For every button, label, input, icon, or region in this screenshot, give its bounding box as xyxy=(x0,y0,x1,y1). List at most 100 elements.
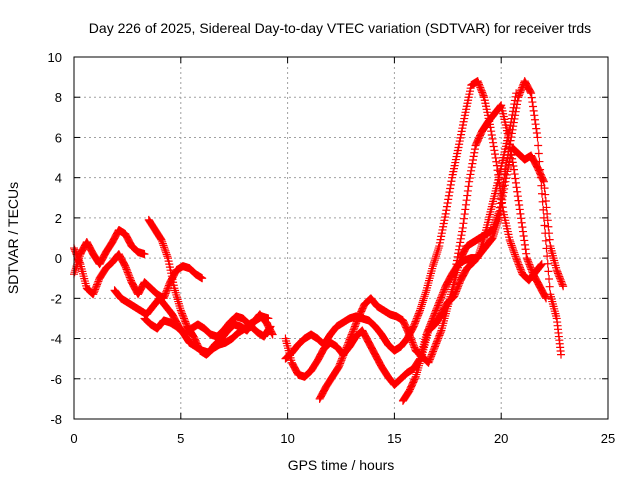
data-point xyxy=(542,203,551,212)
data-point xyxy=(489,142,498,151)
data-point xyxy=(511,252,520,261)
data-point xyxy=(520,240,529,249)
data-point xyxy=(71,266,80,275)
data-point xyxy=(492,161,501,170)
data-point xyxy=(159,241,168,250)
data-point xyxy=(512,104,521,113)
data-point xyxy=(531,120,540,129)
x-tick-label: 5 xyxy=(177,431,184,446)
data-point xyxy=(509,122,518,131)
data-point xyxy=(157,236,166,245)
data-point xyxy=(496,203,505,212)
data-point xyxy=(545,275,554,284)
data-point xyxy=(540,221,549,230)
y-tick-label: 2 xyxy=(55,211,62,226)
data-point xyxy=(470,148,479,157)
data-point xyxy=(513,187,522,196)
data-point xyxy=(508,243,517,252)
data-point xyxy=(411,374,420,383)
data-point xyxy=(479,91,488,100)
data-point xyxy=(465,174,474,183)
data-point xyxy=(452,260,461,269)
series-trace-1 xyxy=(70,244,207,303)
data-point xyxy=(489,231,498,240)
data-point xyxy=(534,141,543,150)
data-point xyxy=(434,244,443,253)
y-tick-label: 0 xyxy=(55,251,62,266)
data-point xyxy=(496,206,505,215)
data-point xyxy=(508,245,517,254)
data-point xyxy=(458,227,467,236)
data-point xyxy=(539,176,548,185)
data-point xyxy=(455,242,464,251)
data-point xyxy=(510,165,519,174)
data-point xyxy=(469,152,478,161)
data-point xyxy=(490,227,499,236)
data-point xyxy=(493,166,502,175)
data-point xyxy=(514,196,523,205)
data-point xyxy=(528,98,537,107)
data-point xyxy=(467,166,476,175)
data-point xyxy=(433,248,442,257)
data-point xyxy=(428,262,437,271)
data-point xyxy=(518,227,527,236)
data-point xyxy=(520,236,529,245)
data-point xyxy=(502,174,511,183)
data-point xyxy=(507,151,516,160)
data-point xyxy=(444,191,453,200)
data-point xyxy=(507,239,516,248)
data-point xyxy=(544,267,553,276)
data-point xyxy=(540,184,549,193)
data-point xyxy=(461,200,470,209)
data-point xyxy=(541,190,550,199)
data-point xyxy=(461,205,470,214)
data-point xyxy=(516,209,525,218)
data-point xyxy=(488,234,497,242)
data-point xyxy=(431,254,440,263)
x-axis-label: GPS time / hours xyxy=(288,457,395,473)
data-point xyxy=(541,236,550,245)
data-point xyxy=(500,184,509,193)
data-point xyxy=(492,157,501,166)
x-tick-label: 0 xyxy=(70,431,77,446)
data-point xyxy=(73,258,82,267)
data-point xyxy=(419,294,428,303)
data-point xyxy=(459,219,468,228)
data-point xyxy=(543,209,552,218)
data-point xyxy=(161,246,170,255)
data-point xyxy=(533,133,542,142)
data-point xyxy=(467,163,476,172)
data-point xyxy=(421,288,430,297)
data-point xyxy=(517,214,526,223)
chart-title: Day 226 of 2025, Sidereal Day-to-day VTE… xyxy=(89,20,591,36)
data-point xyxy=(163,252,172,261)
data-point xyxy=(509,118,518,127)
data-point xyxy=(420,292,429,301)
y-tick-label: -6 xyxy=(50,372,62,387)
data-point xyxy=(530,115,539,124)
data-point xyxy=(494,175,503,184)
data-point xyxy=(453,252,462,261)
data-point xyxy=(489,229,498,238)
data-point xyxy=(494,215,503,224)
data-point xyxy=(510,170,519,179)
data-point xyxy=(71,264,80,273)
data-point xyxy=(430,258,439,267)
data-point xyxy=(417,302,426,311)
data-point xyxy=(507,241,516,250)
data-point xyxy=(515,205,524,214)
data-point xyxy=(188,330,197,339)
data-point xyxy=(489,138,498,147)
data-point xyxy=(511,107,520,116)
data-point xyxy=(532,129,541,138)
data-point xyxy=(491,150,500,159)
data-point xyxy=(504,160,513,169)
data-point xyxy=(557,350,566,359)
data-point xyxy=(444,195,453,204)
data-point xyxy=(458,223,467,232)
data-point xyxy=(559,282,568,291)
data-point xyxy=(504,133,513,142)
data-point xyxy=(462,196,471,205)
data-point xyxy=(421,290,430,299)
data-point xyxy=(503,129,512,138)
